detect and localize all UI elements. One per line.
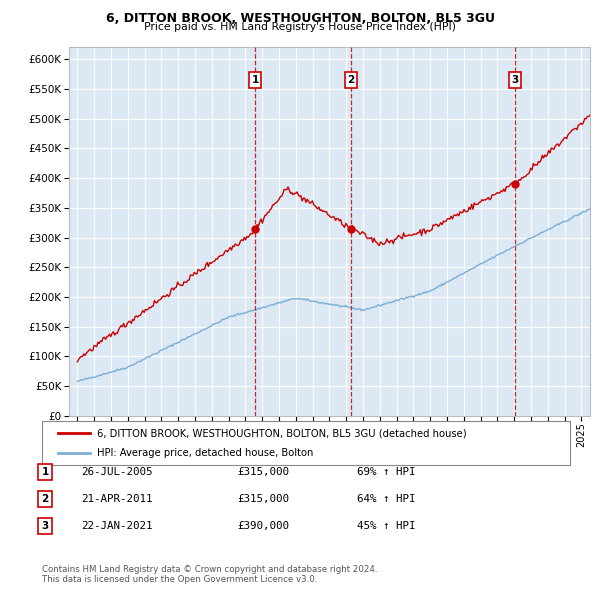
Text: 22-JAN-2021: 22-JAN-2021 — [81, 522, 152, 531]
Text: 2: 2 — [347, 75, 355, 85]
Text: 21-APR-2011: 21-APR-2011 — [81, 494, 152, 504]
Text: HPI: Average price, detached house, Bolton: HPI: Average price, detached house, Bolt… — [97, 448, 314, 457]
Text: £315,000: £315,000 — [237, 494, 289, 504]
Text: £315,000: £315,000 — [237, 467, 289, 477]
Text: 2: 2 — [41, 494, 49, 504]
Text: 3: 3 — [41, 522, 49, 531]
Text: £390,000: £390,000 — [237, 522, 289, 531]
Text: 1: 1 — [41, 467, 49, 477]
Text: 1: 1 — [251, 75, 259, 85]
FancyBboxPatch shape — [42, 421, 570, 465]
Text: 45% ↑ HPI: 45% ↑ HPI — [357, 522, 415, 531]
Text: Price paid vs. HM Land Registry's House Price Index (HPI): Price paid vs. HM Land Registry's House … — [144, 22, 456, 32]
Text: 3: 3 — [512, 75, 519, 85]
Text: 26-JUL-2005: 26-JUL-2005 — [81, 467, 152, 477]
Text: Contains HM Land Registry data © Crown copyright and database right 2024.
This d: Contains HM Land Registry data © Crown c… — [42, 565, 377, 584]
Text: 64% ↑ HPI: 64% ↑ HPI — [357, 494, 415, 504]
Text: 6, DITTON BROOK, WESTHOUGHTON, BOLTON, BL5 3GU (detached house): 6, DITTON BROOK, WESTHOUGHTON, BOLTON, B… — [97, 428, 467, 438]
Text: 69% ↑ HPI: 69% ↑ HPI — [357, 467, 415, 477]
Text: 6, DITTON BROOK, WESTHOUGHTON, BOLTON, BL5 3GU: 6, DITTON BROOK, WESTHOUGHTON, BOLTON, B… — [106, 12, 494, 25]
